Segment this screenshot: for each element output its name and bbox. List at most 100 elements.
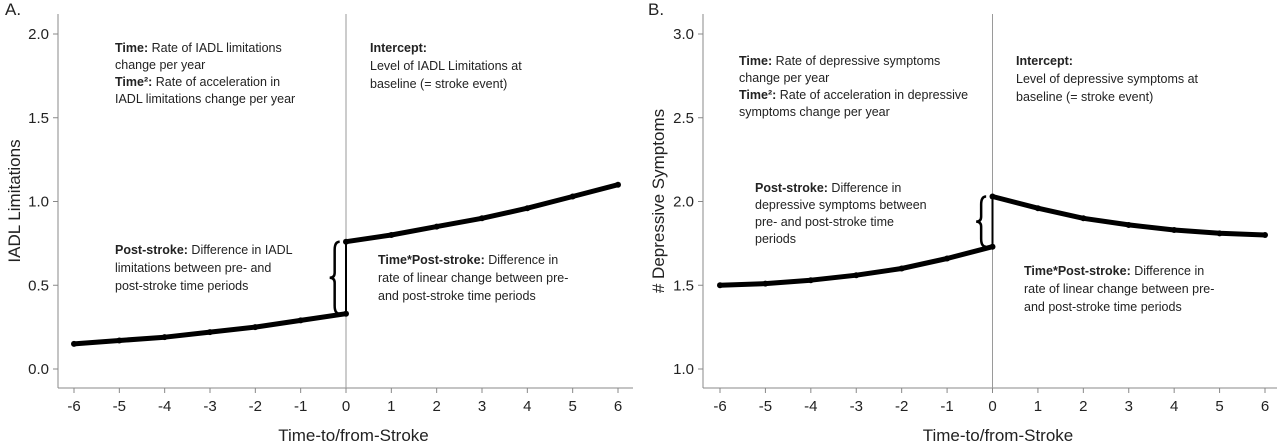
annotation-line: baseline (= stroke event) bbox=[370, 77, 507, 91]
data-point bbox=[717, 282, 723, 289]
panel-b: B. -6 -5 -4 -3 -2 -1 0 1 2 3 4 5 6 1.0 1.5 2.0 2.5 3.0 Time… bbox=[648, 0, 1277, 444]
x-axis-title: Time-to/from-Stroke bbox=[278, 426, 429, 444]
data-point bbox=[762, 280, 769, 287]
x-tick-label: -2 bbox=[249, 398, 262, 415]
y-tick-label: 0.5 bbox=[28, 277, 49, 294]
annotation-line: IADL limitations change per year bbox=[115, 92, 295, 106]
jump-brace bbox=[976, 195, 987, 248]
data-point bbox=[615, 181, 621, 188]
data-point bbox=[1034, 205, 1041, 212]
series-line-post-stroke bbox=[990, 194, 1268, 238]
x-tick-label: 0 bbox=[988, 398, 996, 415]
x-tick-label: 5 bbox=[1215, 398, 1223, 415]
annotation-text-run: Difference in IADL bbox=[188, 243, 293, 257]
annotation-line: symptoms change per year bbox=[739, 105, 890, 119]
annotation-line: periods bbox=[755, 232, 796, 246]
x-tick-label: -5 bbox=[113, 398, 126, 415]
x-tick-label: 3 bbox=[478, 398, 486, 415]
data-point bbox=[1080, 215, 1087, 222]
series-line-post-stroke bbox=[343, 182, 621, 245]
annotation-text-run: Rate of IADL limitations bbox=[148, 41, 282, 55]
annotation-text: Time: Rate of IADL limitations change per… bbox=[115, 41, 282, 72]
x-tick-label: 2 bbox=[432, 398, 440, 415]
annotation-line: and post-stroke time periods bbox=[378, 289, 536, 303]
data-point bbox=[1125, 221, 1132, 228]
y-tick-label: 1.5 bbox=[28, 110, 49, 127]
annotation-text: Post-stroke: Difference in depressive sym… bbox=[755, 181, 927, 246]
panel-letter: A. bbox=[5, 0, 21, 19]
annotation-bold: Time*Post-stroke: bbox=[378, 253, 485, 267]
annotation-line: rate of linear change between pre- bbox=[1024, 282, 1214, 296]
panel-letter: B. bbox=[648, 0, 664, 19]
data-point bbox=[252, 324, 259, 331]
y-tick-label: 0.0 bbox=[28, 361, 49, 378]
x-tick-label: 6 bbox=[1261, 398, 1269, 415]
x-tick-label: 0 bbox=[342, 398, 350, 415]
annotation-line: change per year bbox=[739, 71, 829, 85]
annotation-line: depressive symptoms between bbox=[755, 198, 927, 212]
x-tick-label: 4 bbox=[523, 398, 531, 415]
annotation-text-run: Difference in bbox=[485, 253, 558, 267]
x-tick-label: -6 bbox=[713, 398, 726, 415]
data-point bbox=[388, 232, 395, 238]
y-axis-title: IADL Limitations bbox=[5, 139, 24, 262]
y-tick-label: 1.5 bbox=[673, 277, 694, 294]
data-point bbox=[853, 272, 860, 279]
annotation-text: Post-stroke: Difference in IADL limitatio… bbox=[115, 243, 293, 293]
annotation-text-run: Rate of acceleration in depressive bbox=[776, 88, 968, 102]
annotation-line: and post-stroke time periods bbox=[1024, 300, 1182, 314]
annotation-text-run: Difference in bbox=[828, 181, 901, 195]
annotation-bold: Time²: bbox=[739, 88, 776, 102]
x-tick-label: -3 bbox=[203, 398, 216, 415]
data-point bbox=[989, 243, 996, 250]
x-tick-label: -4 bbox=[804, 398, 817, 415]
data-point bbox=[71, 340, 77, 347]
annotation-line: limitations between pre- and bbox=[115, 261, 271, 275]
annotation-bold: Time*Post-stroke: bbox=[1024, 264, 1131, 278]
y-tick-label: 1.0 bbox=[28, 194, 49, 211]
x-tick-label: 3 bbox=[1125, 398, 1133, 415]
jump-brace bbox=[329, 240, 340, 315]
data-point bbox=[524, 205, 531, 212]
y-tick-label: 2.0 bbox=[28, 26, 49, 43]
x-tick-label: 6 bbox=[614, 398, 622, 415]
x-tick-label: 4 bbox=[1170, 398, 1178, 415]
data-point bbox=[898, 265, 905, 272]
x-tick-label: 1 bbox=[387, 398, 395, 415]
data-point bbox=[207, 329, 213, 336]
data-point bbox=[1262, 232, 1268, 238]
annotation-bold: Intercept: bbox=[1016, 54, 1073, 68]
data-point bbox=[989, 193, 996, 200]
annotation-text: Time²: Rate of acceleration in IADL limit… bbox=[115, 75, 295, 106]
annotation-bold: Post-stroke: bbox=[755, 181, 828, 195]
annotation-text: Time: Rate of depressive symptoms change … bbox=[739, 54, 940, 85]
y-tick-label: 2.5 bbox=[673, 110, 694, 127]
annotation-bold: Intercept: bbox=[370, 41, 427, 55]
annotation-bold: Time: bbox=[739, 54, 772, 68]
x-tick-label: 5 bbox=[568, 398, 576, 415]
annotation-line: pre- and post-stroke time bbox=[755, 215, 894, 229]
x-tick-label: 2 bbox=[1079, 398, 1087, 415]
data-point bbox=[944, 255, 951, 262]
annotation-line: Level of depressive symptoms at bbox=[1016, 72, 1199, 86]
data-point bbox=[479, 215, 485, 222]
series-line-pre-stroke bbox=[71, 311, 349, 347]
annotation-text-run: Rate of acceleration in bbox=[152, 75, 280, 89]
annotation-bold: Time²: bbox=[115, 75, 152, 89]
annotation-text: Time*Post-stroke: Difference in rate of l… bbox=[378, 253, 568, 303]
data-point bbox=[161, 334, 168, 341]
x-tick-label: 1 bbox=[1034, 398, 1042, 415]
annotation-text-run: Difference in bbox=[1131, 264, 1204, 278]
y-axis-title: # Depressive Symptoms bbox=[649, 109, 668, 293]
annotation-text: Intercept: Level of depressive symptoms a… bbox=[1016, 54, 1199, 104]
y-tick-label: 1.0 bbox=[673, 361, 694, 378]
annotation-line: rate of linear change between pre- bbox=[378, 271, 568, 285]
x-axis-title: Time-to/from-Stroke bbox=[923, 426, 1074, 444]
annotation-bold: Post-stroke: bbox=[115, 243, 188, 257]
data-point bbox=[343, 238, 349, 245]
data-point bbox=[1171, 226, 1178, 233]
x-tick-label: -2 bbox=[895, 398, 908, 415]
x-tick-label: -1 bbox=[294, 398, 307, 415]
panel-a: A. -6 -5 -4 -3 -2 -1 0 1 2 3 4 5 6 0.0 0.5 1.0 1.5 2.0 Time… bbox=[5, 0, 633, 444]
